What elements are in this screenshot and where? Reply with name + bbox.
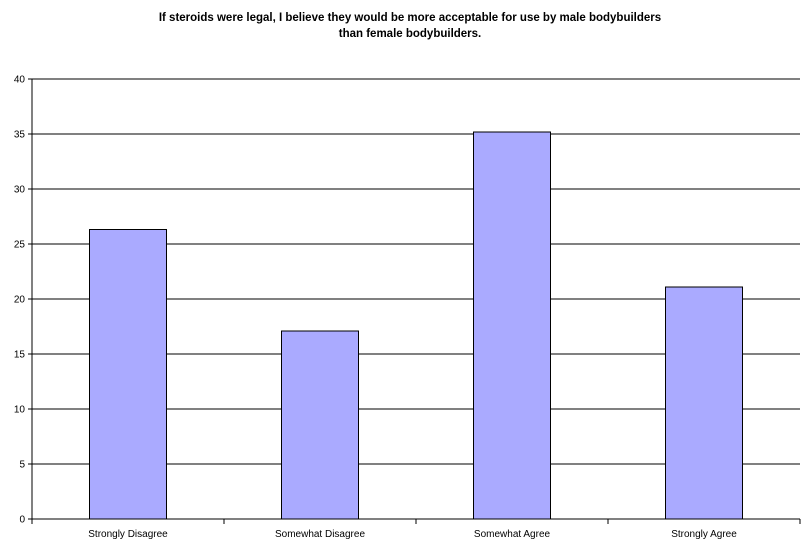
- y-tick-label-40: 40: [14, 75, 26, 86]
- chart-title-line-2: than female bodybuilders.: [338, 28, 482, 40]
- y-tick-label-0: 0: [19, 515, 25, 526]
- y-tick-label-5: 5: [19, 460, 25, 471]
- x-tick-label-strongly-disagree: Strongly Disagree: [88, 529, 168, 540]
- y-tick-label-10: 10: [14, 405, 26, 416]
- y-tick-label-15: 15: [14, 350, 26, 361]
- y-tick-label-20: 20: [14, 295, 26, 306]
- y-tick-label-30: 30: [14, 185, 26, 196]
- y-tick-label-25: 25: [14, 240, 26, 251]
- chart-title: If steroids were legal, I believe they w…: [60, 10, 760, 42]
- y-tick-label-35: 35: [14, 130, 26, 141]
- x-tick-label-somewhat-disagree: Somewhat Disagree: [275, 529, 365, 540]
- x-tick-label-somewhat-agree: Somewhat Agree: [474, 529, 551, 540]
- bar-somewhat-disagree: [281, 330, 359, 520]
- bar-somewhat-agree: [473, 131, 551, 520]
- bar-strongly-agree: [665, 286, 743, 520]
- bar-strongly-disagree: [89, 229, 167, 520]
- x-tick-label-strongly-agree: Strongly Agree: [671, 529, 737, 540]
- chart-title-line-1: If steroids were legal, I believe they w…: [158, 12, 662, 24]
